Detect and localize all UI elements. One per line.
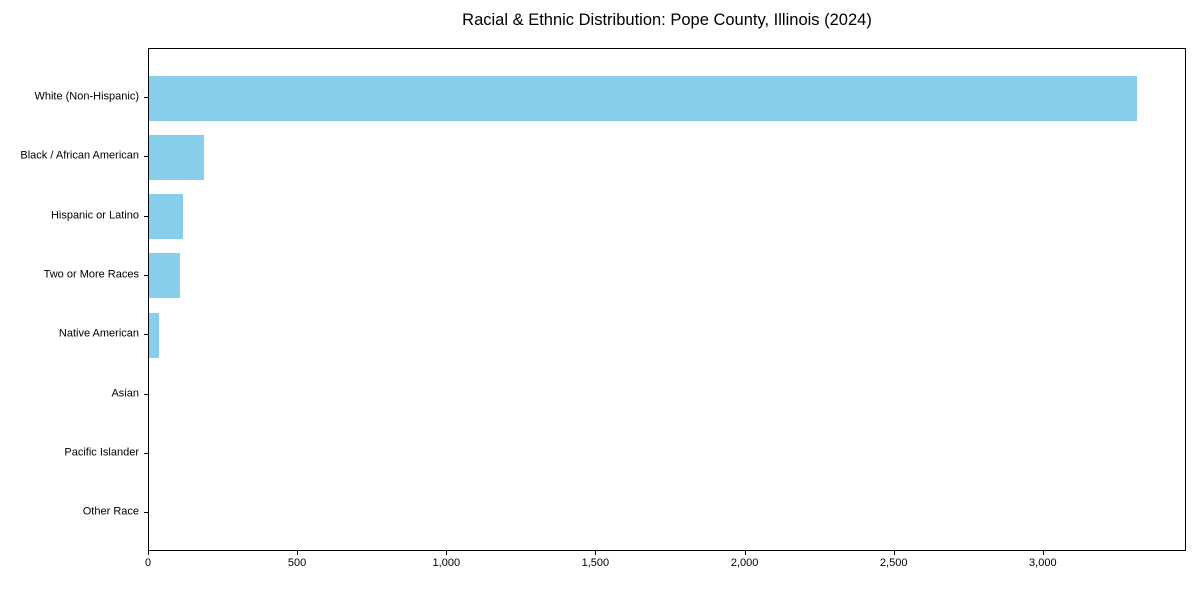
x-axis-tick <box>148 551 149 555</box>
y-axis-tick <box>144 215 148 217</box>
y-axis-tick <box>144 97 148 98</box>
y-axis-tick <box>144 274 148 276</box>
y-axis-label-asian: Asian <box>111 387 139 399</box>
y-axis-label-other-race: Other Race <box>82 505 139 518</box>
y-axis-tick <box>144 393 148 395</box>
chart-title: Racial & Ethnic Distribution: Pope Count… <box>462 11 872 29</box>
x-axis-tick-label: 3,000 <box>1029 557 1057 569</box>
y-axis-tick <box>144 452 148 454</box>
x-axis-tick <box>744 551 746 555</box>
x-axis-tick-label: 2,500 <box>879 557 908 569</box>
x-axis-tick <box>595 551 597 555</box>
bar-black-african-american <box>149 134 204 180</box>
x-axis-tick <box>297 551 299 555</box>
bar-native-american <box>149 312 160 358</box>
plot-area <box>148 48 1186 551</box>
bar-two-or-more-races <box>149 253 181 299</box>
x-axis-tick-label: 0 <box>144 557 152 569</box>
x-axis-tick <box>446 551 448 555</box>
x-axis-tick-label: 2,000 <box>730 557 759 569</box>
y-axis-tick <box>144 512 148 514</box>
x-axis-tick-label: 500 <box>287 557 307 569</box>
x-axis-tick <box>1042 551 1044 555</box>
x-axis-tick <box>893 551 895 555</box>
y-axis-label-two-or-more-races: Two or More Races <box>43 268 139 281</box>
y-axis-label-pacific-islander: Pacific Islander <box>64 446 139 459</box>
y-axis-label-native-american: Native American <box>58 327 139 340</box>
y-axis-tick <box>144 156 148 158</box>
y-axis-label-hispanic-or-latino: Hispanic or Latino <box>50 209 139 222</box>
y-axis-label-white-non-hispanic: White (Non-Hispanic) <box>34 90 139 103</box>
y-axis-label-black-african-american: Black / African American <box>20 149 139 162</box>
bar-white-non-hispanic <box>149 75 1138 121</box>
x-axis-tick-label: 1,000 <box>432 557 461 569</box>
x-axis-tick-label: 1,500 <box>581 557 610 569</box>
bar-hispanic-or-latino <box>149 194 183 240</box>
y-axis-tick <box>144 334 148 336</box>
